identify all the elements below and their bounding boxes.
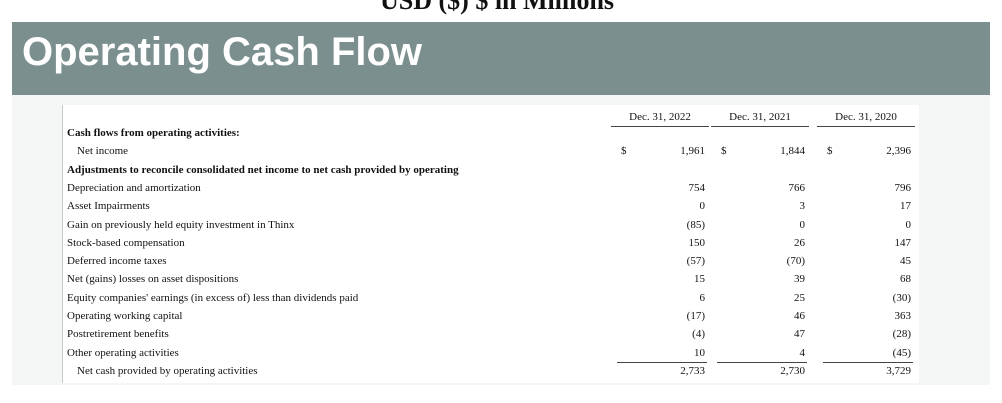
row-label: Net cash provided by operating activitie… bbox=[77, 364, 258, 377]
cell-value: 0 bbox=[699, 200, 706, 213]
row-label: Cash flows from operating activities: bbox=[67, 127, 240, 139]
cell-value: 4 bbox=[799, 346, 806, 359]
cell-value: 6 bbox=[699, 291, 706, 304]
cell-value: 10 bbox=[694, 346, 705, 359]
row-label: Depreciation and amortization bbox=[67, 181, 201, 194]
cell-value: 1,961 bbox=[680, 145, 705, 158]
row-label: Operating working capital bbox=[67, 310, 183, 322]
cell-value: (45) bbox=[892, 346, 911, 359]
cell-value: (70) bbox=[786, 255, 805, 268]
row-label: Other operating activities bbox=[67, 346, 179, 359]
cell-value: 39 bbox=[794, 273, 805, 286]
row-label: Net (gains) losses on asset dispositions bbox=[67, 273, 239, 286]
column-header: Dec. 31, 2021 bbox=[729, 111, 791, 123]
currency-symbol: $ bbox=[721, 145, 727, 158]
cell-value: (28) bbox=[892, 328, 911, 341]
row-label: Deferred income taxes bbox=[67, 255, 167, 268]
row-label: Gain on previously held equity investmen… bbox=[67, 218, 295, 231]
cell-value: 2,396 bbox=[886, 145, 911, 158]
cell-value: 17 bbox=[900, 200, 911, 213]
cell-value: 147 bbox=[894, 236, 912, 249]
column-header: Dec. 31, 2020 bbox=[835, 111, 897, 123]
cell-value: 754 bbox=[688, 181, 706, 194]
header-rule bbox=[817, 126, 915, 127]
banner-title: Operating Cash Flow bbox=[22, 30, 423, 74]
cell-value: 1,844 bbox=[780, 145, 805, 158]
cell-value: 25 bbox=[794, 291, 805, 304]
cell-value: (85) bbox=[686, 218, 705, 231]
cell-value: 0 bbox=[799, 218, 806, 231]
total-rule bbox=[617, 361, 707, 363]
cell-value: (57) bbox=[686, 255, 705, 268]
header-rule bbox=[611, 126, 709, 127]
row-label: Asset Impairments bbox=[67, 200, 150, 213]
cell-value: 363 bbox=[894, 310, 912, 322]
cell-value: 3,729 bbox=[886, 364, 911, 377]
cell-value: 2,730 bbox=[780, 364, 805, 377]
cell-value: 150 bbox=[688, 236, 706, 249]
total-rule bbox=[717, 361, 807, 363]
cell-value: 46 bbox=[794, 310, 805, 322]
cell-value: 26 bbox=[794, 236, 805, 249]
cell-value: (30) bbox=[892, 291, 911, 304]
cell-value: 68 bbox=[900, 273, 911, 286]
header-title: USD ($) $ in Millions bbox=[380, 0, 615, 15]
row-label: Stock-based compensation bbox=[67, 236, 185, 249]
currency-symbol: $ bbox=[621, 145, 627, 158]
cell-value: 47 bbox=[794, 328, 805, 341]
row-label: Adjustments to reconcile consolidated ne… bbox=[67, 163, 459, 176]
header-rule bbox=[711, 126, 809, 127]
row-label: Postretirement benefits bbox=[67, 328, 169, 341]
row-label: Net income bbox=[77, 145, 129, 158]
total-rule bbox=[823, 361, 913, 363]
cell-value: 796 bbox=[894, 181, 912, 194]
cell-value: 766 bbox=[788, 181, 806, 194]
cell-value: 2,733 bbox=[680, 364, 705, 377]
banner: Operating Cash Flow bbox=[12, 22, 990, 95]
row-label: Equity companies' earnings (in excess of… bbox=[67, 291, 359, 304]
column-header: Dec. 31, 2022 bbox=[629, 111, 691, 123]
cell-value: (4) bbox=[692, 328, 705, 341]
cell-value: 0 bbox=[905, 218, 912, 231]
cell-value: 45 bbox=[900, 255, 911, 268]
cell-value: (17) bbox=[686, 310, 705, 322]
cell-value: 3 bbox=[799, 200, 806, 213]
table: Dec. 31, 2022 Dec. 31, 2021 Dec. 31, 2020 C… bbox=[62, 105, 919, 383]
currency-symbol: $ bbox=[827, 145, 833, 158]
cell-value: 15 bbox=[694, 273, 705, 286]
